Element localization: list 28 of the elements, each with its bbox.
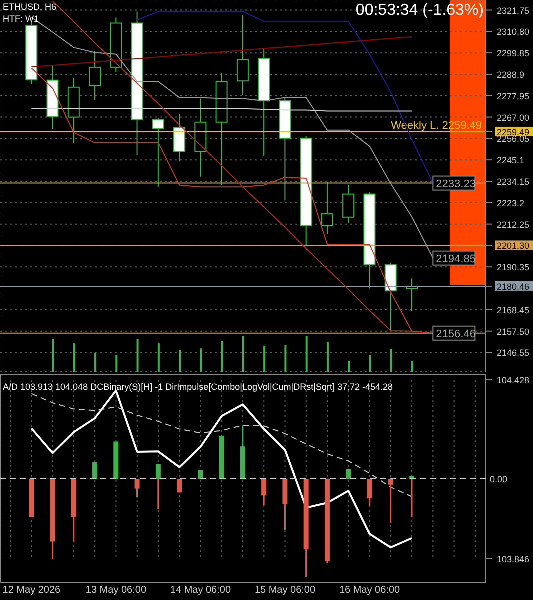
ref-line-label: 0.00 [490,474,508,484]
y-tick-label: 2168.45 [497,305,530,316]
y-tick-label: 103.846 [497,554,530,564]
chart-title: ETHUSD, H6 [3,2,57,12]
x-tick-label: 16 May 06:00 [339,585,401,596]
chart-title: A/D 103.913 104.048 DCBinary(S)[H] -1 DirImpulse[Combo|LogVol|Cum|DRst|Sqrt] 37.72 -454.28 [3,382,394,392]
y-tick-label: 2180.46 [497,282,530,292]
text: HTF: W1 [3,14,39,24]
y-tick-label: 2190.35 [497,262,530,273]
y-tick-label: 2277.95 [497,91,530,102]
x-tick-label: 14 May 06:00 [170,585,232,596]
y-tick-label: 2201.30 [497,241,530,252]
y-tick-label: 2288.9 [497,70,525,80]
y-tick-label: 2157.50 [497,326,530,337]
y-tick-label: 2223.2 [497,198,525,208]
x-tick-label: 12 May 2026 [2,585,62,596]
y-tick-label: 2299.85 [497,48,530,59]
y-tick-label: 2146.55 [497,348,530,358]
y-tick-label: 2259.49 [497,127,530,138]
x-tick-label: 13 May 06:00 [86,585,147,596]
y-tick-label: 2310.80 [497,27,530,38]
y-tick-label: 2245.1 [497,156,525,166]
y-tick-label: 2212.25 [497,220,530,230]
y-tick-label: 2234.15 [497,177,530,188]
y-tick-label: 104.428 [497,376,530,386]
y-tick-label: 2267.00 [497,112,530,123]
y-tick-label: 2321.75 [497,6,530,16]
x-tick-label: 15 May 06:00 [254,585,316,596]
